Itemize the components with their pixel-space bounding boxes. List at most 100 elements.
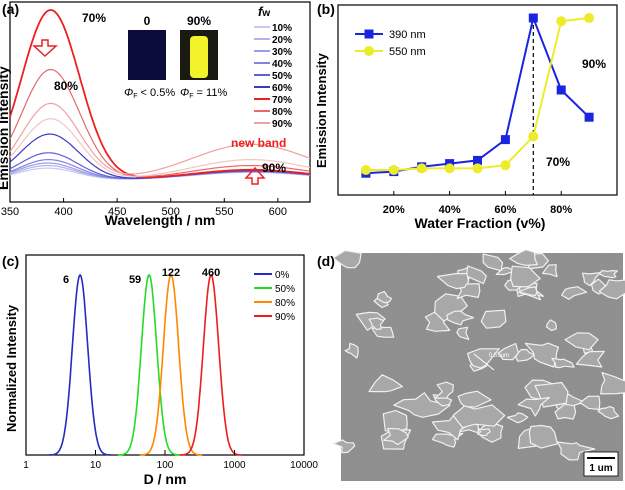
sem-particle <box>542 264 558 278</box>
sem-particles <box>332 249 625 461</box>
legend-label: 90% <box>272 119 292 130</box>
panel-d-letter: (d) <box>317 253 335 269</box>
sem-particle <box>575 350 605 368</box>
x-tick-label: 10 <box>90 460 102 471</box>
series-line-70% <box>9 9 311 179</box>
data-point <box>500 135 510 145</box>
panel-a-legend: 10%20%30%40%50%60%70%80%90% <box>254 23 292 130</box>
down-arrow-icon <box>32 39 58 58</box>
panel-b-legend: 390 nm 550 nm <box>355 29 426 58</box>
phi-right: ΦF = 11% <box>180 87 227 100</box>
data-point <box>473 155 482 165</box>
sem-particle <box>545 319 557 332</box>
legend-label: 50% <box>275 284 295 295</box>
peak-label: 460 <box>202 267 220 279</box>
legend-label: 80% <box>275 298 295 309</box>
sem-particle <box>597 405 620 420</box>
panel-c-xlabel: D / nm <box>144 471 187 487</box>
legend-label: 390 nm <box>389 29 426 41</box>
sem-particle <box>332 249 362 269</box>
data-point <box>444 163 455 174</box>
sem-particle <box>457 390 492 408</box>
series-line-80% <box>9 68 311 178</box>
sem-particle <box>528 424 559 449</box>
legend-label: 50% <box>272 71 292 82</box>
inset-label-0: 0 <box>144 14 151 28</box>
x-tick-label: 400 <box>54 206 72 218</box>
sem-particle <box>497 342 520 361</box>
data-point <box>584 13 595 23</box>
x-tick-label: 1 <box>23 460 29 471</box>
peak-label: 59 <box>129 274 141 286</box>
data-point <box>500 160 511 171</box>
x-tick-label: 40% <box>439 204 461 216</box>
x-tick-label: 600 <box>269 206 287 218</box>
panel-c-ylabel: Normalized Intensity <box>4 304 19 432</box>
legend-label: 70% <box>272 95 292 106</box>
sem-particle <box>517 396 551 417</box>
up-arrow-icon <box>244 166 266 185</box>
panel-b: 20% 40% 60% 80% (b) Emission Intensity Wate… <box>314 1 618 231</box>
size-distribution-80% <box>139 273 203 456</box>
sem-particle <box>517 286 538 297</box>
data-point <box>360 165 371 175</box>
sem-particle <box>495 267 515 276</box>
label-90: 90% <box>262 161 286 175</box>
sem-particle <box>382 410 408 433</box>
x-tick-label: 1000 <box>223 460 246 471</box>
x-tick-label: 20% <box>383 204 405 216</box>
series-line-90% <box>9 102 311 175</box>
new-band-label: new band <box>231 136 286 150</box>
panel-b-plot <box>360 13 595 195</box>
panel-a-ylabel: Emission Intensity <box>0 66 11 190</box>
data-point <box>472 163 483 174</box>
x-tick-label: 80% <box>550 204 572 216</box>
label-80: 80% <box>54 79 78 93</box>
size-distribution-90% <box>179 273 243 456</box>
panel-b-label-70: 70% <box>546 155 570 169</box>
x-tick-label: 450 <box>108 206 126 218</box>
data-point <box>528 131 539 142</box>
x-tick-label: 500 <box>162 206 180 218</box>
series-line-extra <box>9 118 311 177</box>
x-tick-label: 550 <box>215 206 233 218</box>
legend-marker <box>364 29 374 39</box>
x-tick-label: 100 <box>157 460 174 471</box>
panel-d: 0.55um 1 um (d) <box>317 249 625 481</box>
legend-label: 60% <box>272 83 292 94</box>
legend-label: 10% <box>272 23 292 34</box>
inset-label-90: 90% <box>187 14 211 28</box>
panel-a-xlabel: Wavelength / nm <box>105 212 216 228</box>
measure-line <box>473 353 495 371</box>
peak-label: 122 <box>162 267 180 279</box>
legend-label: 0% <box>275 270 290 281</box>
sem-particle <box>551 357 575 369</box>
sem-particle <box>598 270 619 279</box>
panel-b-x-ticks: 20% 40% 60% 80% <box>383 191 572 216</box>
panel-c-legend: 0% 50% 80% 90% <box>254 270 295 323</box>
sem-particle <box>510 265 541 288</box>
sem-particle <box>456 326 470 340</box>
sem-particle <box>368 317 385 331</box>
sem-particle <box>480 309 507 329</box>
scale-bar-label: 1 um <box>589 463 612 474</box>
panel-c-letter: (c) <box>2 253 19 269</box>
data-point <box>584 112 594 122</box>
panel-a-x-ticks: 350 400 450 500 550 600 <box>1 198 287 218</box>
panel-a-letter: (a) <box>2 1 19 17</box>
panel-a: 350 400 450 500 550 600 (a) Emission Intensit… <box>0 1 311 228</box>
data-point <box>416 163 427 174</box>
label-70: 70% <box>82 11 106 25</box>
sem-particle <box>376 290 393 304</box>
inset-vial-0 <box>128 30 166 80</box>
measure-label: 0.55um <box>489 353 509 359</box>
scale-bar-box <box>583 451 619 477</box>
panel-c-x-ticks: 1 10 100 1000 10000 <box>23 450 318 471</box>
sem-particle <box>556 441 596 461</box>
sem-particle <box>561 286 588 300</box>
sem-particle <box>506 412 529 424</box>
sem-particle <box>600 372 625 395</box>
panel-b-xlabel: Water Fraction (v%) <box>415 215 546 231</box>
sem-particle <box>344 342 359 359</box>
